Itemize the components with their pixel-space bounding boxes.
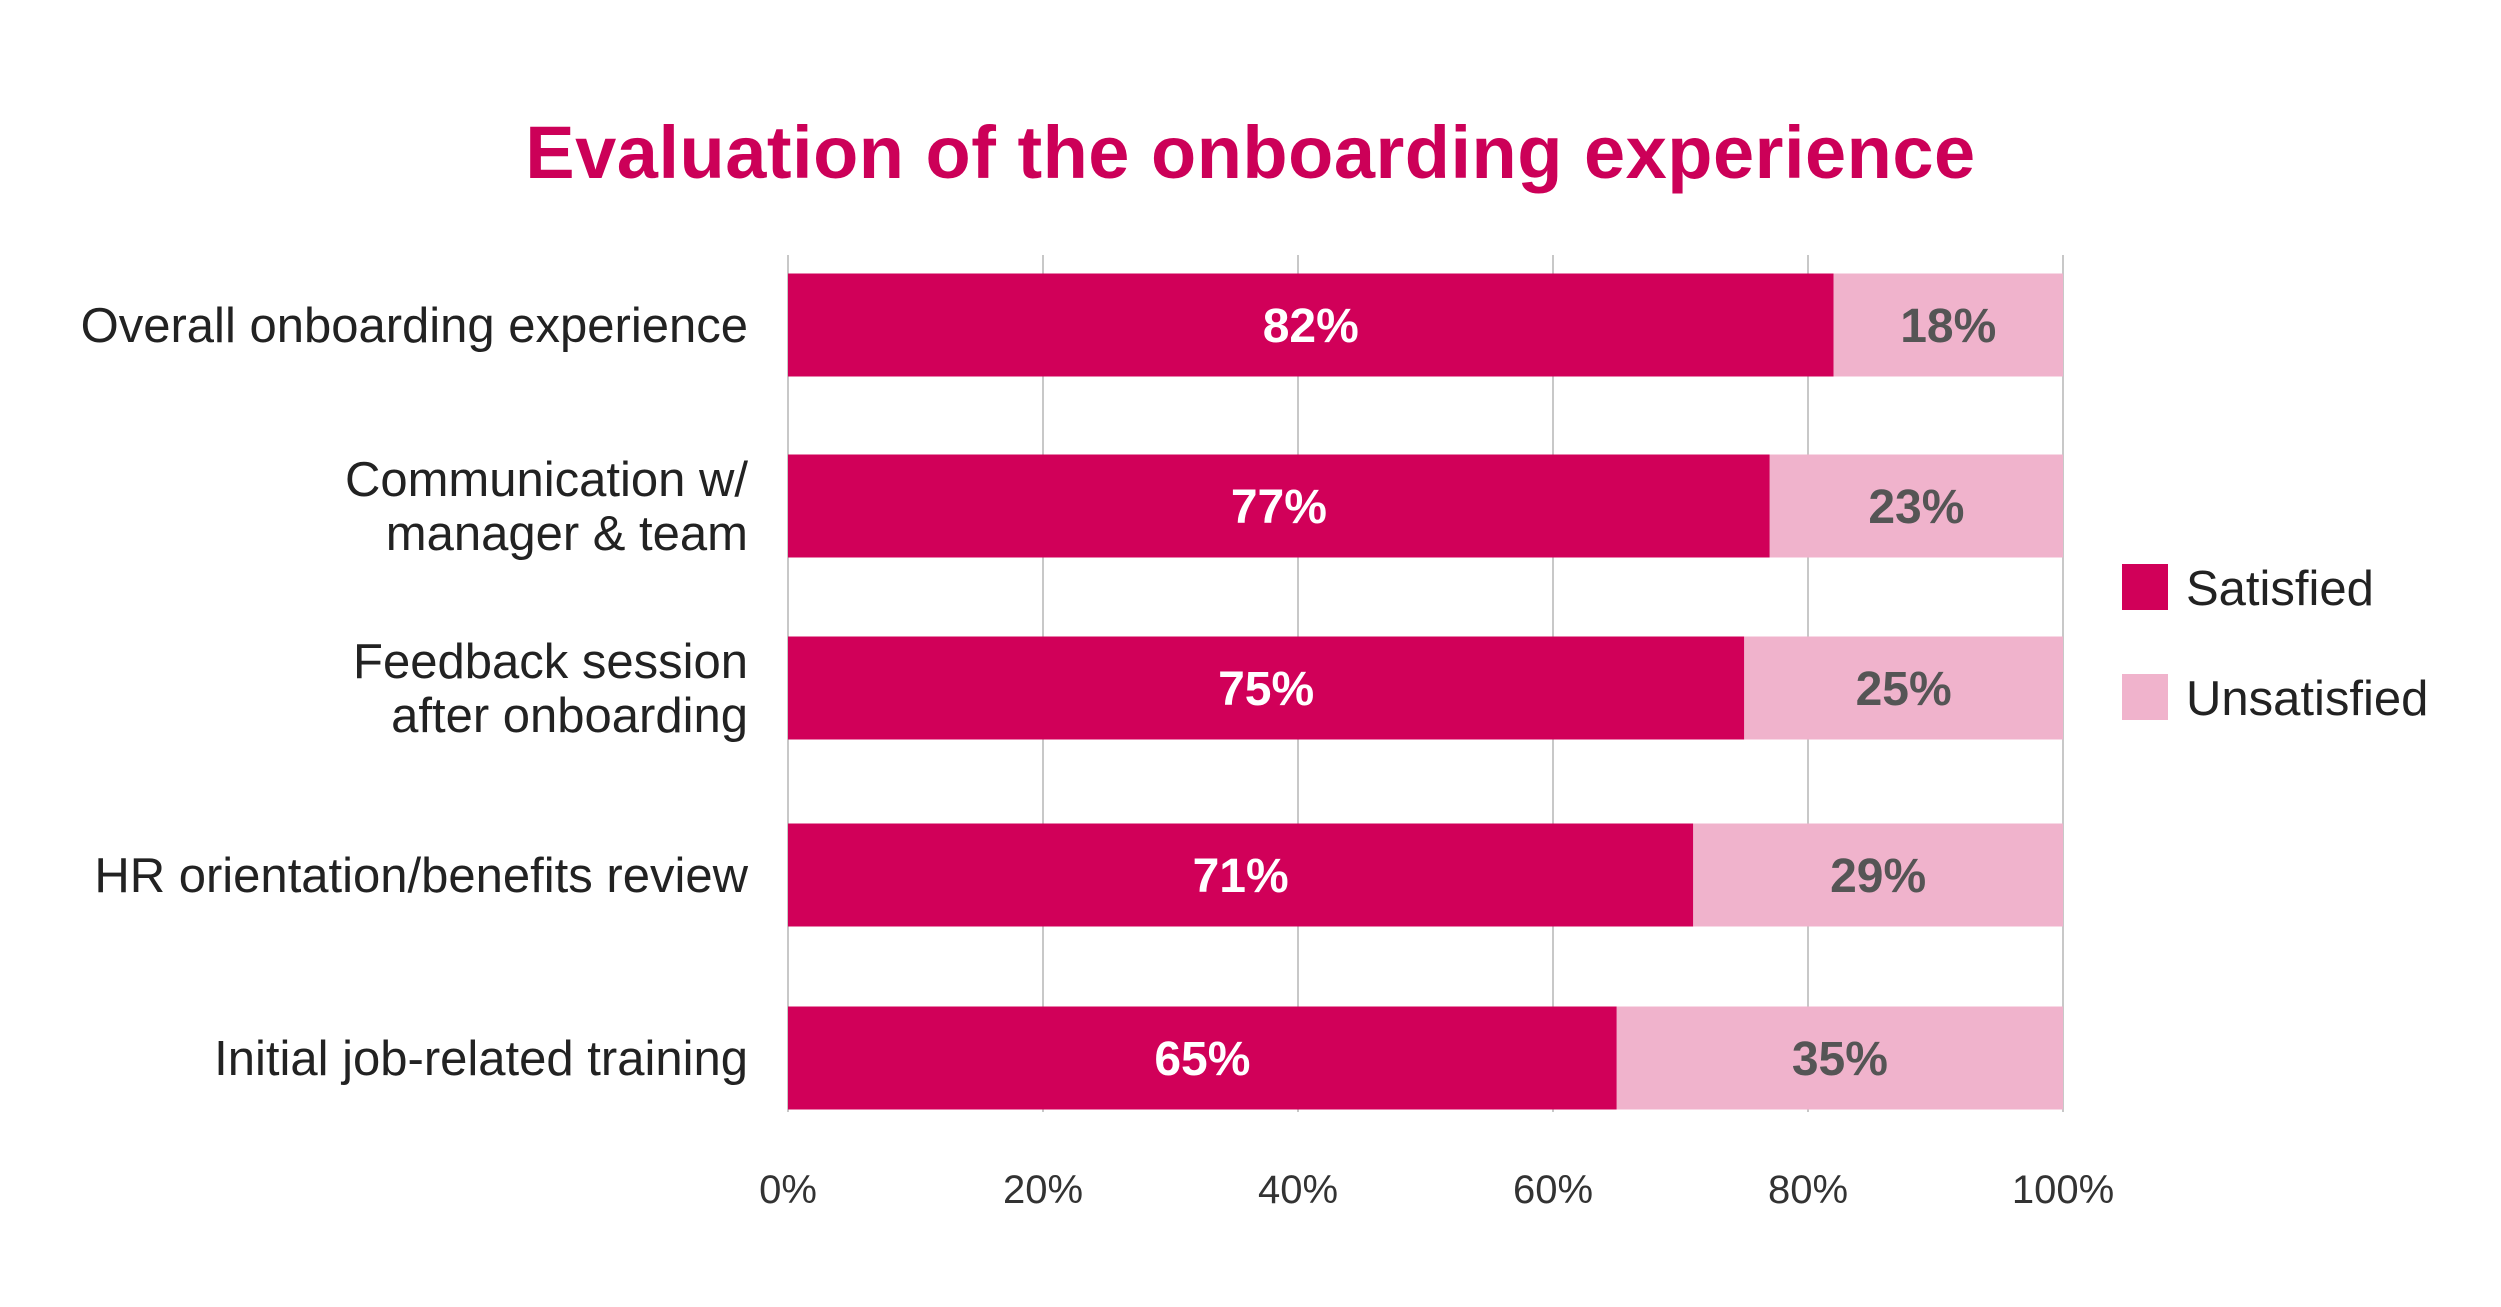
data-label: 82% <box>1263 300 1359 353</box>
category-label: Communication w/ <box>345 453 748 507</box>
bar-segment-satisfied <box>788 1006 1617 1110</box>
data-label: 77% <box>1231 481 1327 534</box>
data-label: 71% <box>1193 850 1289 903</box>
bar-segment-satisfied <box>788 636 1745 740</box>
bar-segment-satisfied <box>788 454 1770 558</box>
data-label: 25% <box>1856 663 1952 716</box>
data-label: 23% <box>1868 481 1964 534</box>
bar-segment-satisfied <box>788 823 1694 927</box>
category-label: manager & team <box>386 507 748 561</box>
legend-label: Satisfied <box>2186 562 2374 616</box>
x-tick-label: 40% <box>1258 1168 1338 1212</box>
data-label: 29% <box>1830 850 1926 903</box>
x-tick-label: 60% <box>1513 1168 1593 1212</box>
x-tick-label: 20% <box>1003 1168 1083 1212</box>
data-label: 65% <box>1154 1033 1250 1086</box>
category-label: Feedback session <box>353 635 748 689</box>
bar-segment-unsatisfied <box>1833 273 2063 377</box>
bar-segment-unsatisfied <box>1693 823 2063 927</box>
category-label: Overall onboarding experience <box>81 299 748 353</box>
data-label: 18% <box>1900 300 1996 353</box>
data-label: 35% <box>1792 1033 1888 1086</box>
bar-segment-unsatisfied <box>1616 1006 2063 1110</box>
category-label: after onboarding <box>391 689 748 743</box>
category-label: HR orientation/benefits review <box>94 849 748 903</box>
bar-segment-unsatisfied <box>1769 454 2063 558</box>
legend-label: Unsatisfied <box>2186 672 2428 726</box>
bar-segment-unsatisfied <box>1744 636 2063 740</box>
chart-title: Evaluation of the onboarding experience <box>525 111 1976 194</box>
data-label: 75% <box>1218 663 1314 716</box>
legend-swatch-unsatisfied <box>2122 674 2168 720</box>
bar-segment-satisfied <box>788 273 1834 377</box>
category-label: Initial job-related training <box>214 1032 748 1086</box>
x-tick-label: 80% <box>1768 1168 1848 1212</box>
legend-swatch-satisfied <box>2122 564 2168 610</box>
x-tick-label: 100% <box>2012 1168 2114 1212</box>
x-tick-label: 0% <box>759 1168 817 1212</box>
